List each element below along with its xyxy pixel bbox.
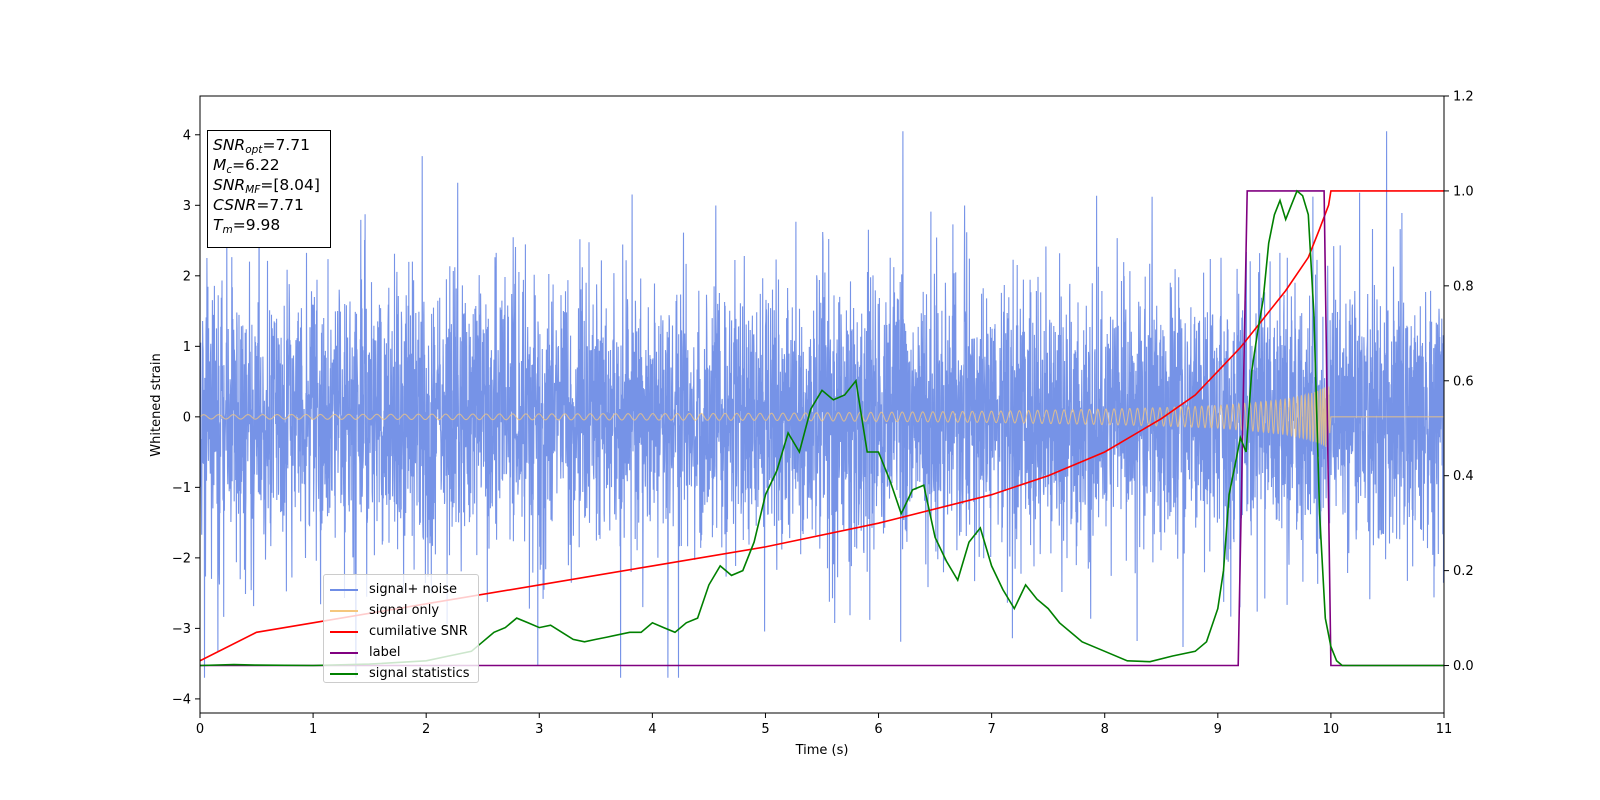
y-left-tick-label: 3 [183, 199, 191, 214]
tm-value: 9.98 [245, 216, 281, 234]
y-left-tick-label: −2 [172, 551, 191, 566]
plot-frame [199, 95, 1445, 714]
legend-label: signal only [369, 603, 440, 618]
legend-item-signal-only: signal only [330, 600, 472, 621]
x-tick-label: 9 [1214, 722, 1222, 737]
legend: signal+ noise signal only cumilative SNR… [323, 574, 479, 683]
y-right-tick-label: 0.4 [1453, 469, 1474, 484]
legend-item-signal-noise: signal+ noise [330, 579, 472, 600]
y-left-tick-label: 2 [183, 269, 191, 284]
info-box: SNRopt=7.71 Mc=6.22 SNRMF=[8.04] CSNR=7.… [207, 130, 331, 248]
legend-label: signal+ noise [369, 582, 458, 597]
x-tick-label: 10 [1323, 722, 1340, 737]
x-tick-label: 6 [874, 722, 882, 737]
snr-mf-value: [8.04] [273, 176, 320, 194]
x-tick-label: 8 [1101, 722, 1109, 737]
csnr-line: CSNR=7.71 [213, 196, 304, 214]
legend-swatch [330, 588, 358, 591]
y-right-tick-label: 1.0 [1453, 184, 1474, 199]
x-tick-label: 7 [987, 722, 995, 737]
legend-label: signal statistics [369, 666, 470, 681]
ticks: 0 1 2 3 4 5 6 7 8 9 10 11 −4 −3 −2 −1 0 1 2 3 4 0.0 0.2 0.4 0.6 0… [172, 90, 1474, 738]
legend-swatch [330, 609, 358, 612]
y-right-tick-label: 0.2 [1453, 564, 1474, 579]
y-right-tick-label: 0.8 [1453, 279, 1474, 294]
mc-line: Mc=6.22 [213, 156, 280, 176]
y-left-tick-label: 4 [183, 128, 191, 143]
y-left-tick-label: −1 [172, 481, 191, 496]
legend-item-label: label [330, 642, 472, 663]
mc-value: 6.22 [245, 156, 280, 174]
x-tick-label: 5 [761, 722, 769, 737]
snr-opt-line: SNRopt=7.71 [213, 136, 310, 156]
legend-label: cumilative SNR [369, 624, 468, 639]
tm-line: Tm=9.98 [213, 216, 281, 236]
legend-swatch [330, 630, 358, 633]
series-signal-only [200, 386, 1444, 449]
y-right-tick-label: 1.2 [1453, 90, 1474, 105]
plot-area [200, 131, 1444, 678]
legend-swatch [330, 672, 358, 675]
x-tick-label: 2 [422, 722, 430, 737]
snr-opt-value: 7.71 [275, 136, 310, 154]
legend-item-cumulative-snr: cumilative SNR [330, 621, 472, 642]
y-left-tick-label: −3 [172, 622, 191, 637]
y-right-tick-label: 0.0 [1453, 659, 1474, 674]
y-axis-label: Whitened strain [149, 353, 164, 456]
x-tick-label: 4 [648, 722, 656, 737]
x-tick-label: 1 [309, 722, 317, 737]
csnr-value: 7.71 [269, 196, 304, 214]
y-right-tick-label: 0.6 [1453, 374, 1474, 389]
y-left-tick-label: 0 [183, 410, 191, 425]
series-signal-statistics [200, 189, 1444, 667]
x-tick-label: 3 [535, 722, 543, 737]
x-axis-label: Time (s) [795, 743, 849, 758]
x-tick-label: 11 [1436, 722, 1453, 737]
series-cumulative-snr [200, 190, 1444, 662]
x-tick-label: 0 [196, 722, 204, 737]
y-left-tick-label: −4 [172, 692, 191, 707]
legend-label: label [369, 645, 401, 660]
snr-mf-line: SNRMF=[8.04] [213, 176, 320, 196]
y-left-tick-label: 1 [183, 340, 191, 355]
legend-item-signal-statistics: signal statistics [330, 663, 472, 684]
legend-swatch [330, 651, 358, 654]
